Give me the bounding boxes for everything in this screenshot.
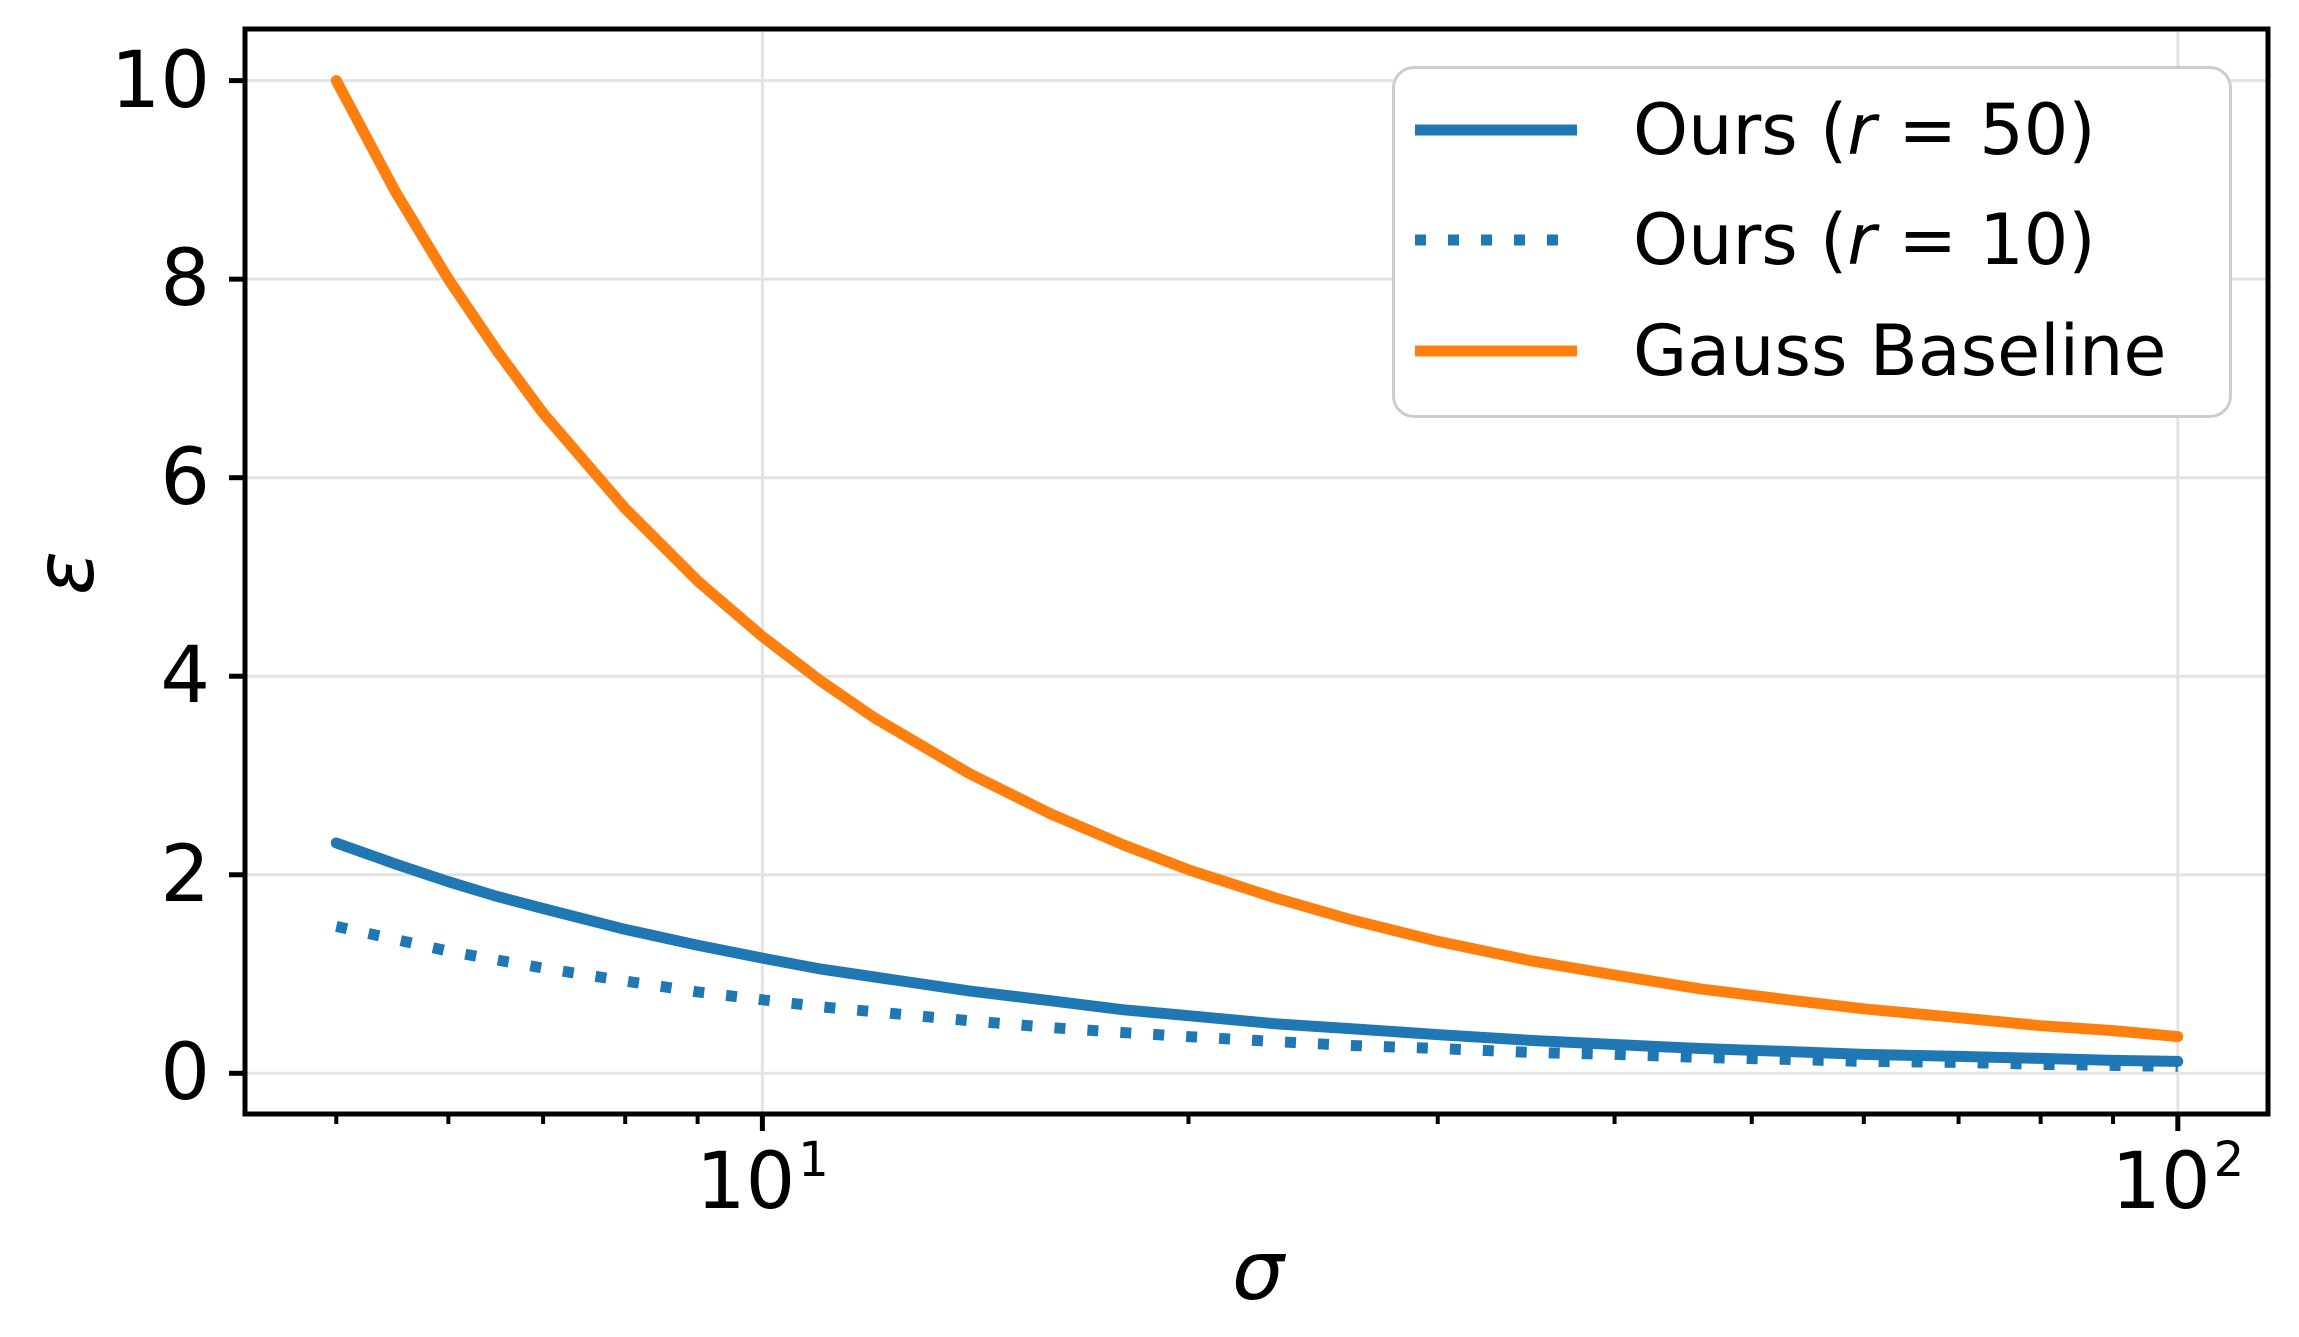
series-line-ours-r-10-	[335, 921, 2178, 1072]
legend-label-text: Ours (	[1633, 89, 1848, 171]
legend-label: Ours (r = 50)	[1633, 95, 2096, 165]
x-tick-base: 10	[695, 1137, 796, 1227]
series-line-gauss-baseline	[330, 75, 2184, 1043]
y-tick-label-4: 4	[160, 631, 210, 722]
x-tick-label-10: 101	[696, 1136, 829, 1221]
y-tick-label-8: 8	[160, 234, 210, 325]
legend-line-sample-dotted-blue	[1415, 234, 1577, 246]
legend-label-text: = 10)	[1876, 199, 2096, 281]
legend-label: Gauss Baseline	[1633, 316, 2166, 386]
legend-line-sample-solid-orange	[1415, 345, 1577, 357]
legend-line-sample-solid-blue	[1415, 124, 1577, 136]
x-tick-base: 10	[2111, 1137, 2211, 1227]
legend-item-ours-r10: Ours (r = 10)	[1415, 205, 2096, 275]
y-axis-label: ε	[18, 550, 113, 596]
legend-box: Ours (r = 50) Ours (r = 10) Gauss Baseli…	[1392, 66, 2232, 418]
x-tick-label-100: 102	[2111, 1136, 2244, 1221]
legend-label-text: = 50)	[1876, 89, 2096, 171]
legend-item-ours-r50: Ours (r = 50)	[1415, 95, 2096, 165]
legend-label-var: r	[1847, 89, 1877, 171]
legend-label-var: r	[1847, 199, 1877, 281]
legend-label: Ours (r = 10)	[1633, 205, 2096, 275]
y-tick-label-2: 2	[160, 829, 210, 920]
legend-label-text: Gauss Baseline	[1633, 310, 2167, 392]
x-tick-exponent: 2	[2213, 1132, 2245, 1188]
y-tick-label-0: 0	[160, 1028, 210, 1119]
series-line-ours-r-50-	[330, 837, 2184, 1067]
x-axis-label: σ	[1232, 1224, 1284, 1319]
axes-spines	[242, 26, 2271, 1117]
x-tick-exponent: 1	[798, 1132, 829, 1188]
y-tick-label-6: 6	[160, 432, 210, 523]
legend-item-gauss-baseline: Gauss Baseline	[1415, 316, 2166, 386]
legend-label-text: Ours (	[1633, 199, 1848, 281]
y-tick-label-10: 10	[110, 35, 210, 126]
